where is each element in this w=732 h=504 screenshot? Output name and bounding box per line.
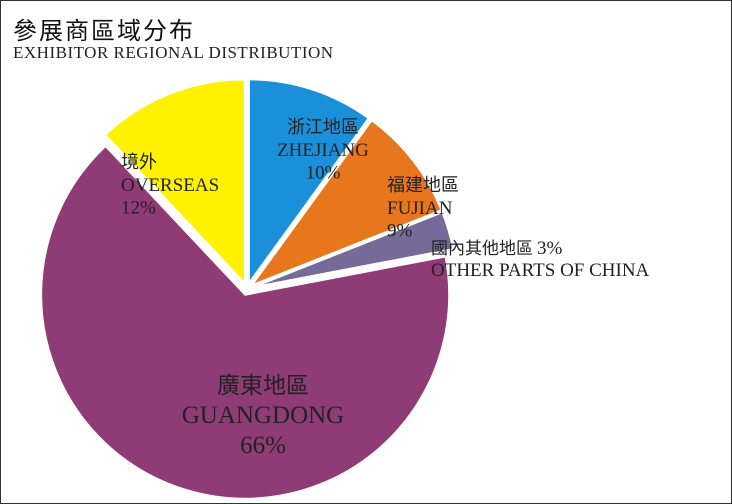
pie-slice-other [252,210,455,289]
pie-slice-guangdong [40,144,451,500]
label-pct: 66% [240,432,286,459]
label-cn: 境外 [121,152,157,173]
label-cn: 浙江地區 [287,117,359,138]
pie-slice-fujian [248,118,443,288]
slice-label-fujian: 福建地區 FUJIAN 9% [387,175,459,242]
label-cn: 福建地區 [387,175,459,196]
label-cn: 國內其他地區 [431,239,533,259]
label-pct: 12% [121,198,156,219]
label-en: FUJIAN [387,198,453,219]
slice-label-overseas: 境外 OVERSEAS 12% [121,152,219,219]
label-en: OTHER PARTS OF CHINA [431,260,650,281]
chart-title: 參展商區域分布 [13,17,195,45]
chart-subtitle: EXHIBITOR REGIONAL DISTRIBUTION [13,43,334,62]
pie-slice-zhejiang [247,78,371,287]
label-pct: 10% [306,163,341,184]
label-en: GUANGDONG [182,402,345,429]
label-pct: 9% [387,221,413,242]
slice-label-guangdong: 廣東地區 GUANGDONG 66% [182,373,345,459]
label-en: ZHEJIANG [277,140,369,161]
label-en: OVERSEAS [121,175,219,196]
label-pct: 3% [537,238,563,259]
slice-label-other: 國內其他地區 3% OTHER PARTS OF CHINA [431,238,650,281]
slice-label-zhejiang: 浙江地區 ZHEJIANG 10% [277,117,369,184]
label-cn: 廣東地區 [217,373,309,399]
pie-slice-overseas [103,78,246,286]
